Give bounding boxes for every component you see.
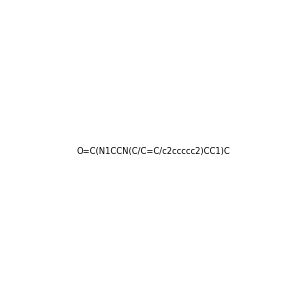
Text: O=C(N1CCN(C/C=C/c2ccccc2)CC1)C: O=C(N1CCN(C/C=C/c2ccccc2)CC1)C xyxy=(77,147,231,156)
